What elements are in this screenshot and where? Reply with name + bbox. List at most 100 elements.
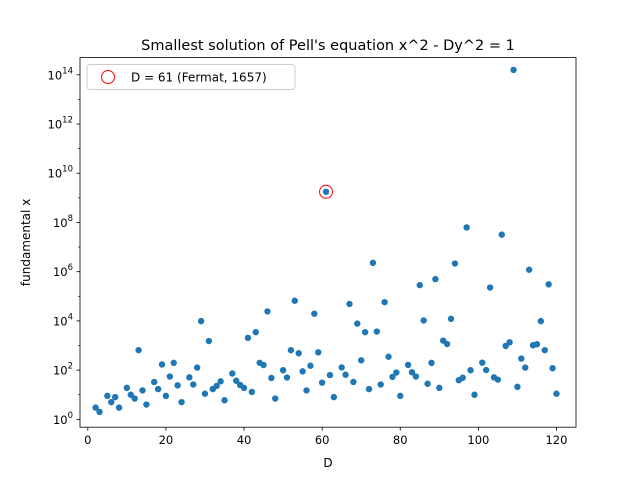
data-point bbox=[326, 371, 334, 379]
data-point bbox=[197, 317, 205, 325]
data-point bbox=[463, 224, 470, 231]
data-point bbox=[143, 401, 150, 408]
data-point bbox=[158, 361, 166, 368]
data-point bbox=[373, 328, 381, 335]
data-point bbox=[514, 383, 521, 391]
highlight-layer bbox=[319, 184, 334, 199]
data-point bbox=[510, 66, 517, 74]
data-point bbox=[338, 364, 345, 371]
data-point bbox=[315, 349, 322, 356]
data-point bbox=[123, 384, 131, 392]
y-axis: 100 102 104 106 108 1010 1012 1014 bbox=[48, 66, 80, 427]
data-point bbox=[221, 397, 228, 404]
data-point bbox=[357, 357, 365, 364]
data-point bbox=[459, 374, 466, 381]
data-point bbox=[295, 350, 302, 357]
y-tick-label: 100 bbox=[53, 411, 73, 427]
data-point bbox=[482, 366, 490, 374]
data-point bbox=[279, 367, 287, 374]
data-point bbox=[451, 260, 459, 267]
data-point bbox=[428, 359, 435, 367]
data-point bbox=[443, 340, 451, 348]
y-tick-label: 106 bbox=[53, 263, 73, 279]
data-point bbox=[522, 364, 529, 371]
data-point bbox=[193, 364, 201, 371]
y-tick-label: 102 bbox=[53, 362, 73, 378]
data-point bbox=[139, 387, 146, 394]
data-point bbox=[416, 281, 423, 289]
data-point bbox=[350, 378, 357, 386]
data-point bbox=[506, 339, 513, 346]
data-point bbox=[115, 404, 123, 411]
y-tick-label: 1014 bbox=[48, 66, 73, 82]
data-point bbox=[318, 379, 326, 386]
data-point bbox=[311, 310, 318, 317]
data-point bbox=[166, 373, 174, 380]
data-point bbox=[240, 384, 248, 392]
data-point bbox=[365, 385, 373, 393]
y-tick-label: 108 bbox=[53, 214, 73, 230]
data-point bbox=[299, 368, 306, 375]
data-point bbox=[436, 384, 443, 392]
data-point bbox=[131, 395, 138, 402]
data-point bbox=[283, 374, 291, 381]
data-point bbox=[217, 378, 224, 385]
data-point bbox=[549, 364, 556, 372]
data-point bbox=[190, 381, 197, 388]
data-point bbox=[260, 361, 267, 369]
highlight-marker bbox=[319, 184, 334, 199]
data-point bbox=[291, 297, 299, 304]
data-point bbox=[420, 317, 427, 324]
data-point bbox=[307, 362, 314, 369]
x-tick-label: 40 bbox=[237, 433, 252, 447]
chart-title: Smallest solution of Pell's equation x^2… bbox=[141, 38, 515, 54]
data-point bbox=[498, 231, 505, 238]
data-point bbox=[412, 373, 420, 380]
data-point bbox=[252, 328, 259, 336]
data-point bbox=[533, 341, 541, 348]
data-point bbox=[467, 367, 474, 374]
data-point bbox=[96, 408, 103, 416]
data-point bbox=[354, 320, 361, 327]
data-point bbox=[264, 308, 271, 315]
data-point bbox=[432, 275, 439, 283]
data-point bbox=[92, 404, 99, 411]
data-point bbox=[205, 337, 213, 345]
data-point bbox=[361, 328, 369, 336]
data-point bbox=[248, 388, 256, 396]
y-tick-label: 104 bbox=[53, 312, 73, 328]
data-point bbox=[389, 373, 396, 381]
data-point bbox=[268, 374, 275, 382]
x-tick-label: 60 bbox=[315, 433, 330, 447]
data-point bbox=[479, 359, 486, 366]
y-axis-label: fundamental x bbox=[19, 199, 33, 286]
data-point bbox=[346, 300, 353, 308]
data-point bbox=[385, 353, 392, 360]
data-point bbox=[494, 376, 502, 383]
x-tick-label: 20 bbox=[159, 433, 174, 447]
data-point bbox=[213, 382, 220, 390]
y-tick-label: 1010 bbox=[48, 165, 73, 181]
data-point bbox=[186, 374, 193, 381]
data-point bbox=[553, 390, 560, 397]
data-point bbox=[108, 398, 115, 406]
data-point bbox=[330, 393, 338, 401]
data-point bbox=[111, 393, 119, 401]
data-point bbox=[342, 371, 349, 378]
data-point bbox=[393, 369, 400, 376]
data-point bbox=[381, 298, 388, 306]
data-point bbox=[170, 359, 177, 367]
data-point bbox=[537, 317, 545, 325]
plot-area-frame bbox=[79, 57, 577, 428]
data-point bbox=[486, 284, 494, 291]
x-axis: 0 20 40 60 80 100 120 bbox=[84, 427, 567, 447]
data-point bbox=[162, 392, 170, 400]
points-layer bbox=[92, 66, 560, 416]
data-point bbox=[408, 369, 416, 376]
x-tick-label: 120 bbox=[545, 433, 567, 447]
data-point bbox=[303, 387, 310, 394]
legend: D = 61 (Fermat, 1657) bbox=[86, 64, 296, 90]
data-point bbox=[541, 346, 548, 354]
data-point bbox=[151, 378, 158, 386]
